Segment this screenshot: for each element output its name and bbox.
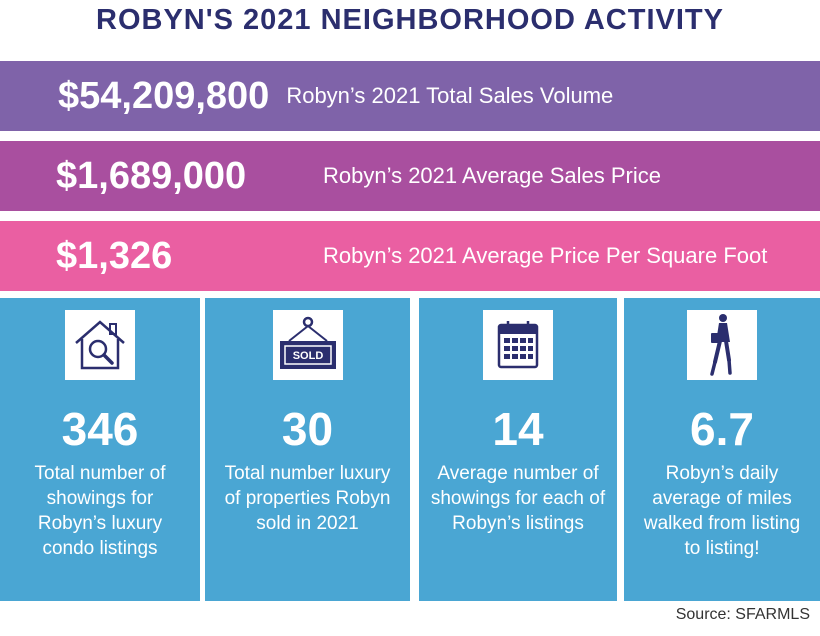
showings-caption: Total number of showings for Robyn’s lux… (34, 463, 166, 559)
walking-person-icon (687, 310, 757, 380)
average-showings-caption: Average number of showings for each of R… (430, 463, 606, 534)
sold-sign-text: SOLD (292, 350, 323, 362)
price-per-sqft-label: Robyn’s 2021 Average Price Per Square Fo… (323, 243, 768, 268)
page-title: ROBYN'S 2021 NEIGHBORHOOD ACTIVITY (96, 4, 724, 36)
total-sales-volume-amount: $54,209,800 (58, 74, 270, 117)
price-per-sqft-band: $1,326 Robyn’s 2021 Average Price Per Sq… (0, 221, 820, 291)
house-search-icon (65, 310, 135, 380)
showings-value: 346 (61, 403, 139, 455)
average-sales-price-label: Robyn’s 2021 Average Sales Price (323, 163, 661, 188)
sold-sign-icon: SOLD (272, 310, 343, 380)
price-per-sqft-amount: $1,326 (56, 234, 173, 277)
miles-walked-card: 6.7 Robyn’s daily average of miles walke… (624, 298, 820, 601)
sold-caption: Total number luxury of properties Robyn … (224, 463, 391, 534)
average-showings-value: 14 (492, 403, 544, 455)
showings-card: 346 Total number of showings for Robyn’s… (0, 298, 200, 601)
average-showings-card: 14 Average number of showings for each o… (419, 298, 617, 601)
average-sales-price-band: $1,689,000 Robyn’s 2021 Average Sales Pr… (0, 141, 820, 211)
miles-walked-value: 6.7 (690, 403, 754, 455)
calendar-icon (483, 310, 553, 380)
total-sales-volume-label: Robyn’s 2021 Total Sales Volume (286, 83, 614, 108)
sold-value: 30 (281, 403, 334, 455)
average-sales-price-amount: $1,689,000 (56, 154, 247, 197)
sold-card: SOLD 30 Total number luxury of propertie… (205, 298, 410, 601)
total-sales-volume-band: $54,209,800 Robyn’s 2021 Total Sales Vol… (0, 61, 820, 131)
source-note: Source: SFARMLS (675, 606, 810, 623)
miles-walked-caption: Robyn’s daily average of miles walked fr… (643, 463, 801, 559)
